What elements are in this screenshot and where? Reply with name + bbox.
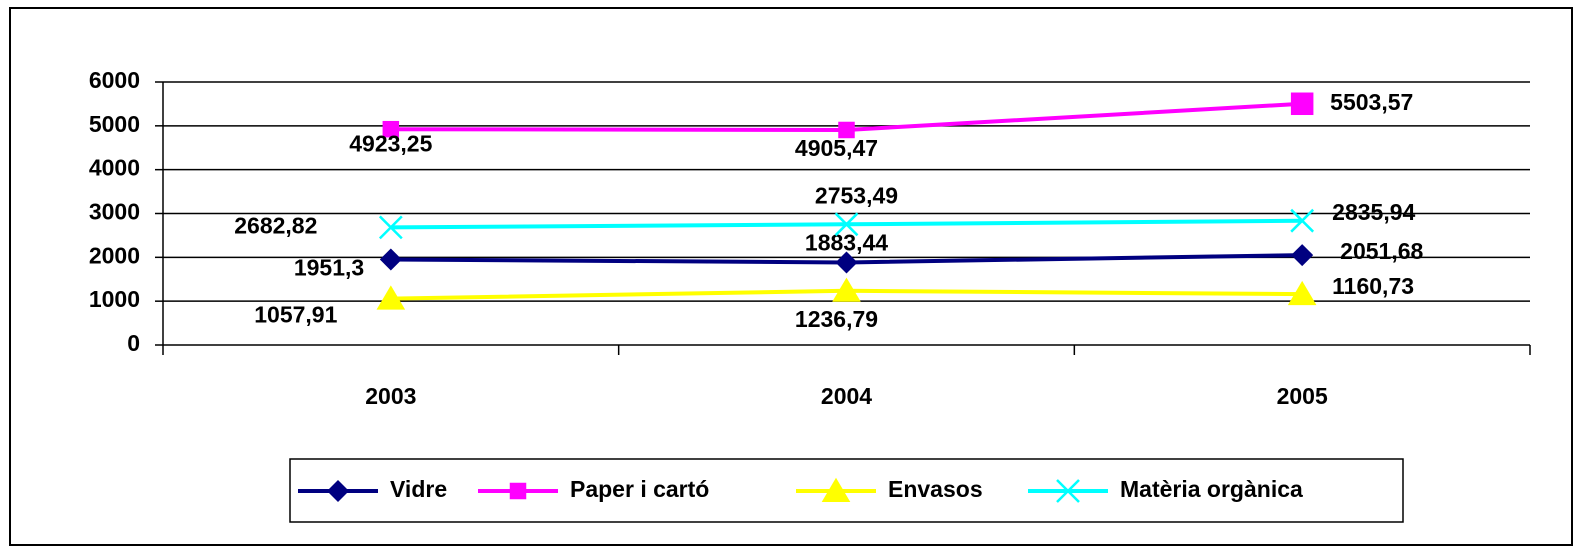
y-tick-label: 4000 <box>89 155 140 181</box>
data-label: 4905,47 <box>795 135 878 161</box>
data-point <box>838 121 855 139</box>
data-point <box>379 248 402 271</box>
y-tick-label: 1000 <box>89 286 140 312</box>
data-point <box>835 251 858 274</box>
data-point <box>1290 92 1314 116</box>
y-tick-label: 2000 <box>89 242 140 268</box>
data-point <box>378 215 403 240</box>
legend-label: Matèria orgànica <box>1120 476 1303 502</box>
data-label: 5503,57 <box>1330 89 1413 115</box>
legend-marker <box>1056 479 1080 503</box>
y-tick-label: 3000 <box>89 199 140 225</box>
y-tick-label: 5000 <box>89 111 140 137</box>
legend-marker <box>509 482 527 500</box>
data-point <box>382 120 400 138</box>
data-label: 1883,44 <box>805 230 888 256</box>
legend-label: Vidre <box>390 476 447 502</box>
data-point <box>1290 208 1315 233</box>
x-tick-label: 2004 <box>821 383 872 409</box>
data-label: 4923,25 <box>349 130 432 156</box>
data-point <box>376 285 406 310</box>
data-point <box>834 212 859 237</box>
data-label: 2753,49 <box>815 182 898 208</box>
legend-label: Envasos <box>888 476 983 502</box>
x-tick-label: 2003 <box>365 383 416 409</box>
data-point <box>832 277 861 302</box>
legend-label: Paper i cartó <box>570 476 709 502</box>
data-label: 1160,73 <box>1332 273 1414 299</box>
legend-marker <box>821 477 851 502</box>
data-label: 2835,94 <box>1332 199 1415 225</box>
data-label: 1236,79 <box>795 306 878 332</box>
data-label: 1951,3 <box>294 255 364 281</box>
data-label: 2682,82 <box>234 212 317 238</box>
x-tick-label: 2005 <box>1277 383 1328 409</box>
data-point <box>1291 244 1314 267</box>
data-label: 1057,91 <box>254 302 337 328</box>
data-point <box>1287 280 1317 306</box>
y-tick-label: 6000 <box>89 67 140 93</box>
legend-marker <box>327 480 349 502</box>
y-tick-label: 0 <box>127 330 140 356</box>
data-label: 2051,68 <box>1340 238 1423 264</box>
